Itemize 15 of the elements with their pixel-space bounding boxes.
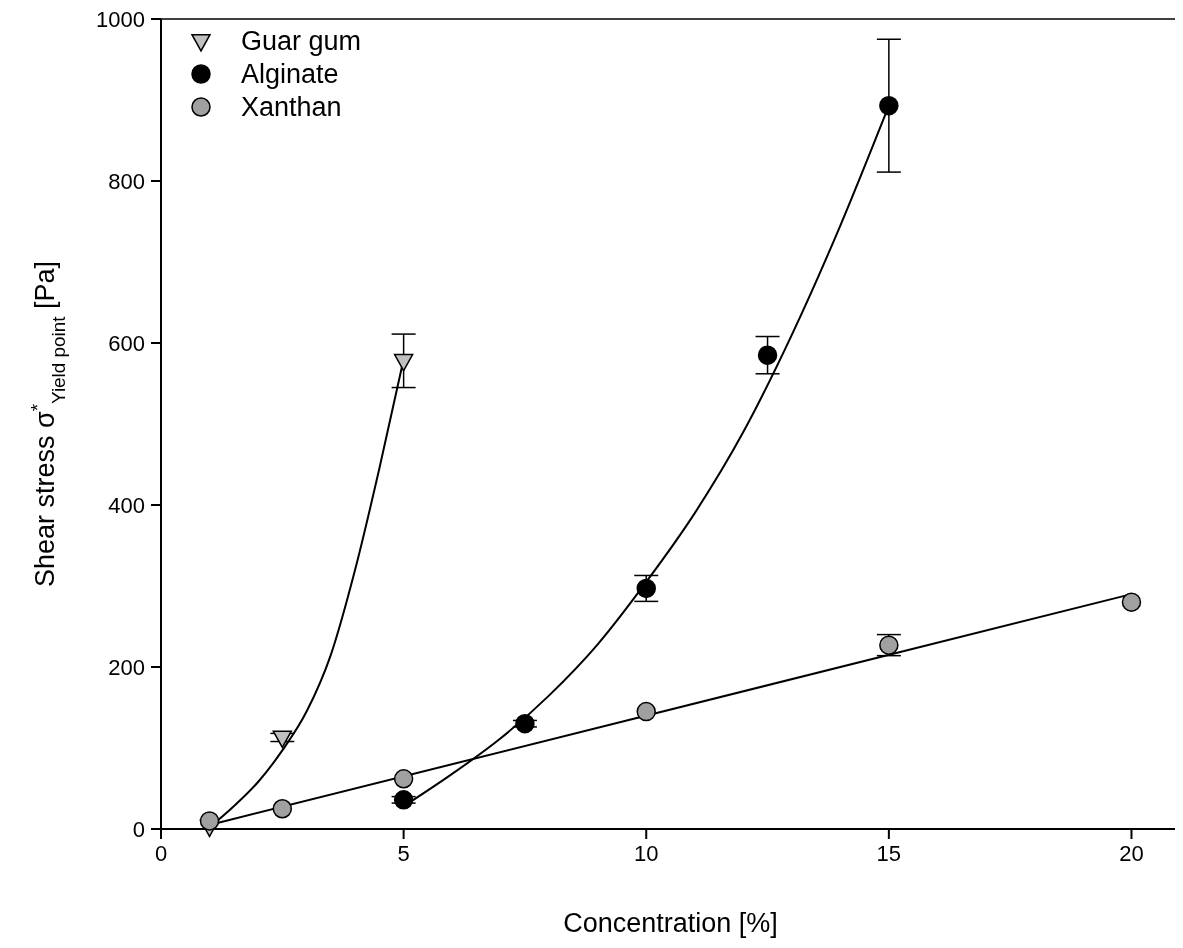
y-tick-label: 1000 [96, 7, 145, 32]
x-tick-label: 15 [876, 841, 902, 866]
legend-label: Alginate [241, 59, 339, 89]
x-axis-title: Concentration [%] [563, 908, 778, 938]
x-tick-label: 20 [1119, 841, 1144, 866]
y-tick-label: 600 [108, 331, 145, 356]
y-tick-label: 400 [108, 493, 145, 518]
legend-label: Guar gum [241, 26, 362, 56]
x-tick-label: 0 [154, 841, 168, 866]
y-tick-label: 200 [108, 655, 145, 680]
y-tick-label: 0 [132, 817, 145, 842]
legend-label: Xanthan [241, 92, 342, 122]
y-tick-label: 800 [108, 169, 145, 194]
x-tick-label: 10 [634, 841, 659, 866]
x-tick-label: 5 [397, 841, 410, 866]
